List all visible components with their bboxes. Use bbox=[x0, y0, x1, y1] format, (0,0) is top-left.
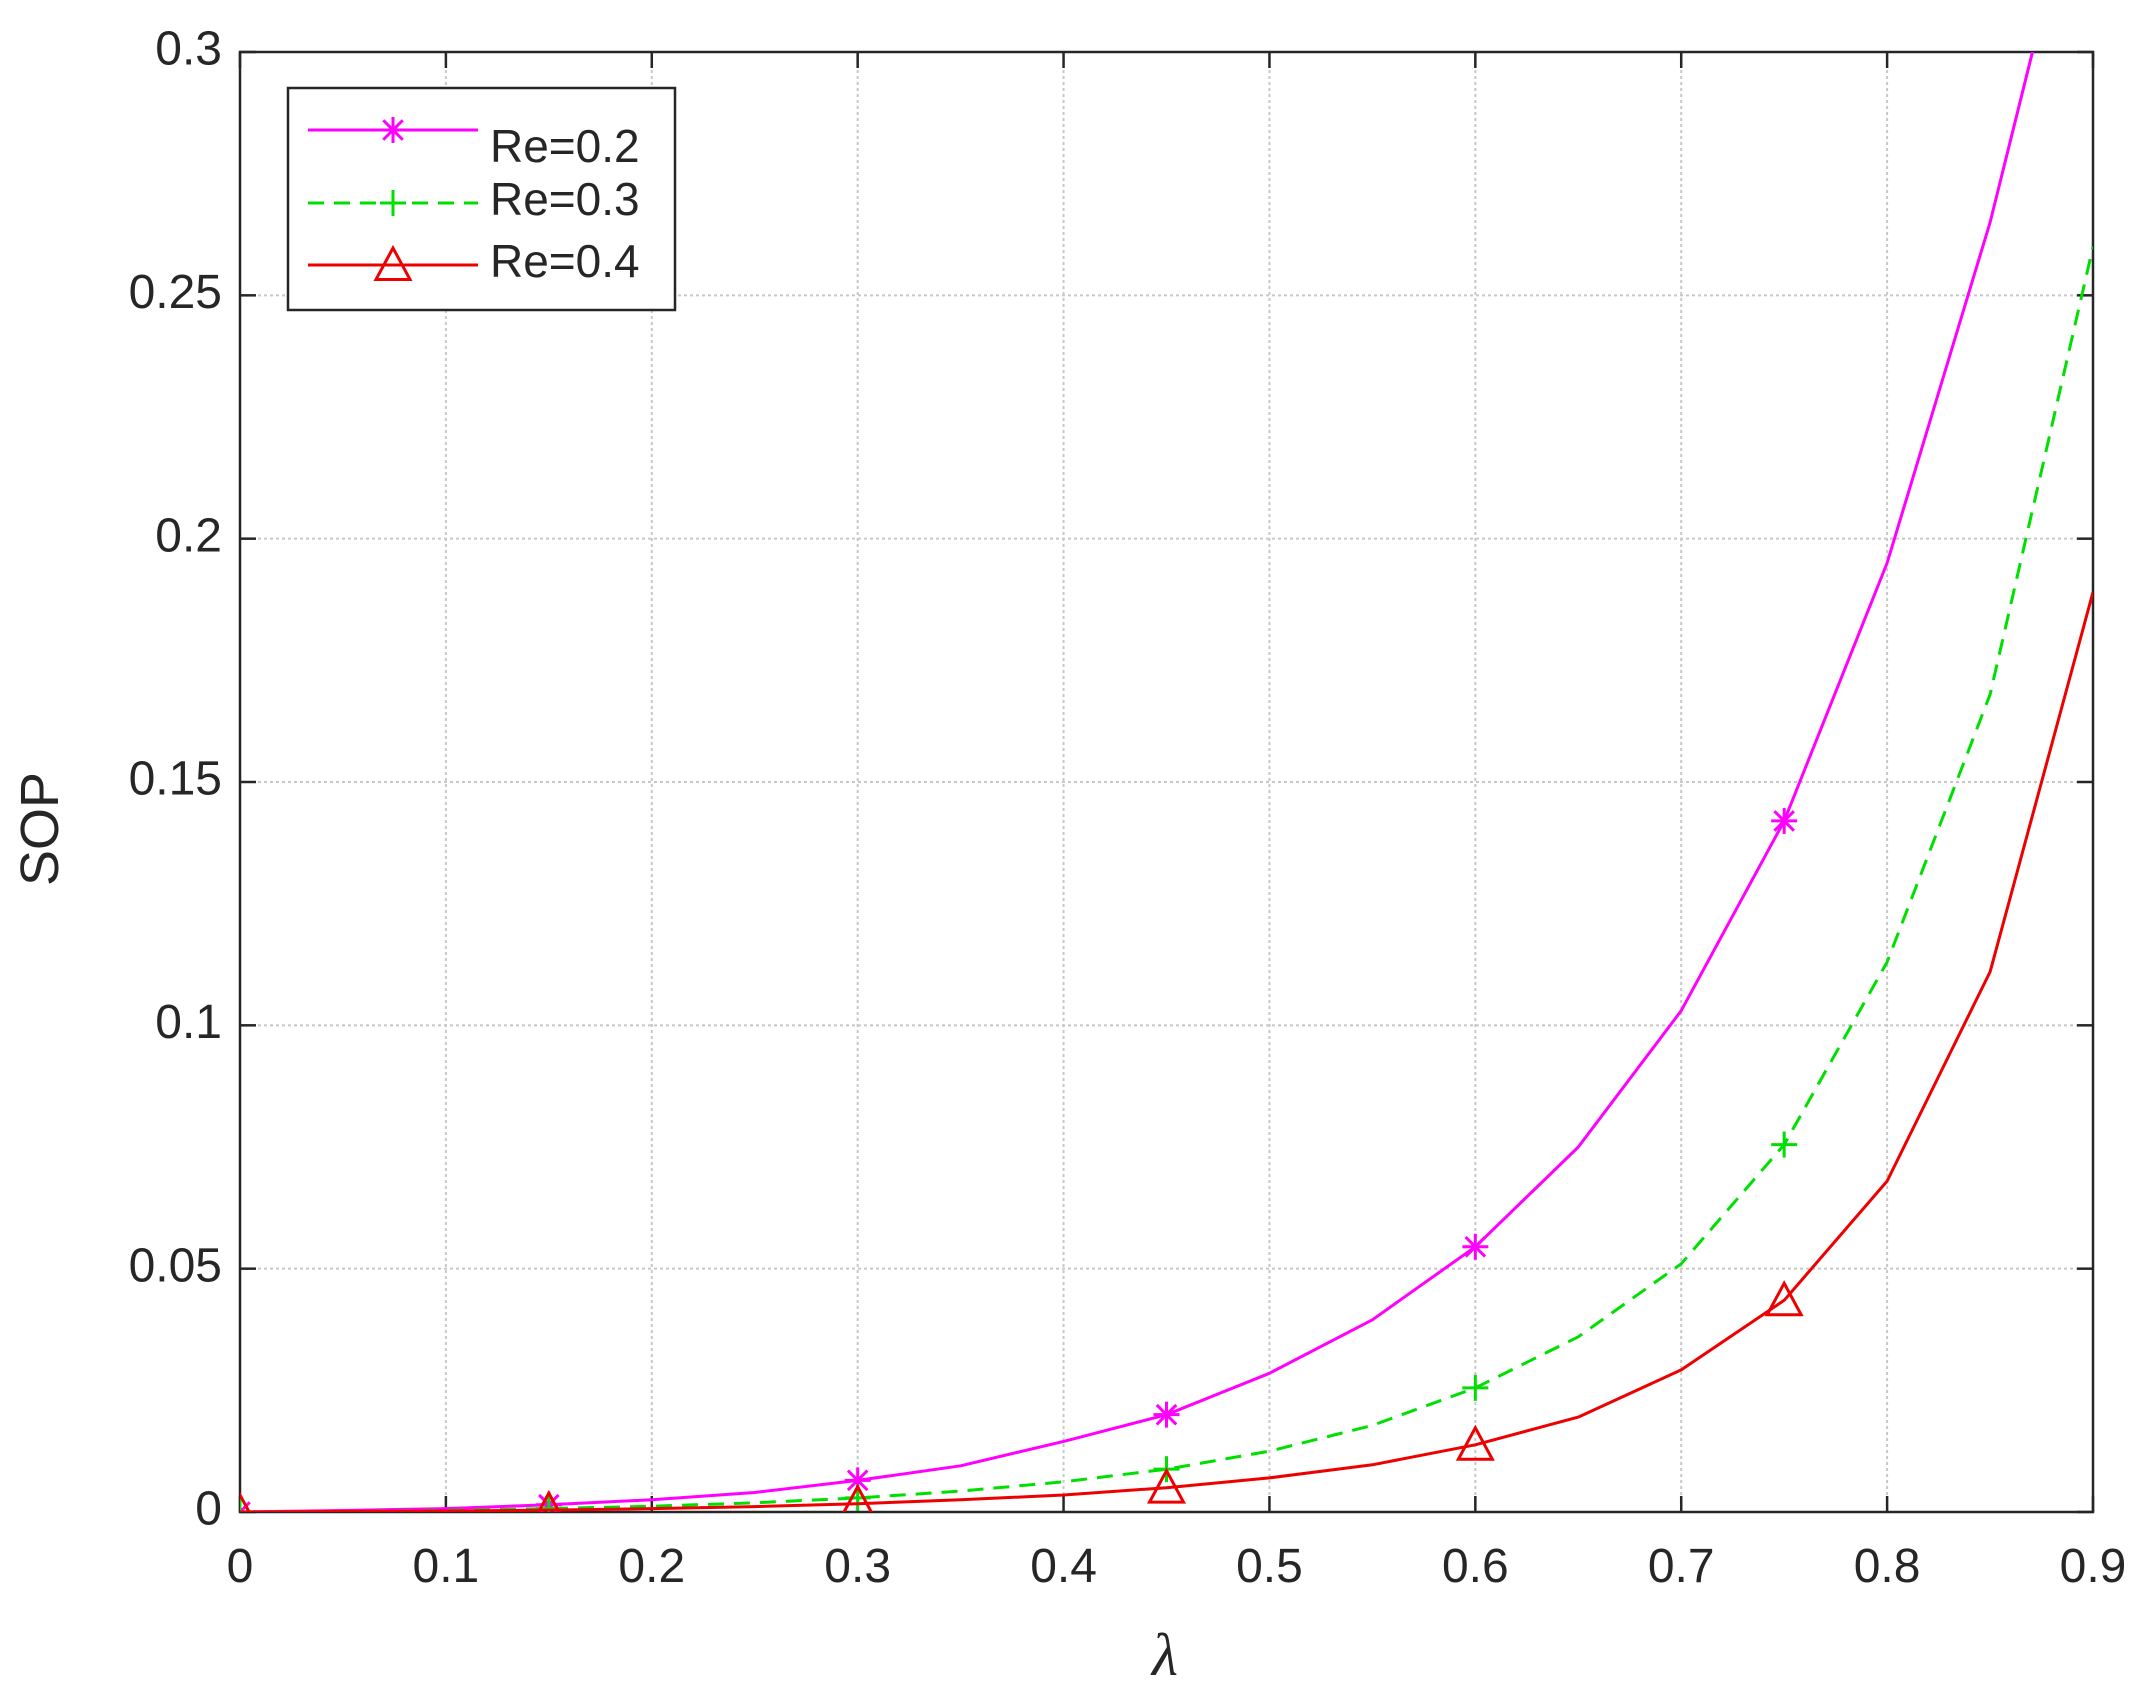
series-re-0-4-marker bbox=[1764, 1280, 1804, 1317]
y-tick-label: 0.15 bbox=[129, 753, 222, 806]
series-re-0-2-marker bbox=[1462, 1233, 1489, 1260]
x-tick-label: 0.7 bbox=[1648, 1540, 1715, 1593]
marker-stroke bbox=[1773, 810, 1795, 832]
series-re-0-3 bbox=[240, 246, 2093, 1512]
legend-entry-re-0-4: Re=0.4 bbox=[308, 235, 640, 287]
x-tick-label: 0 bbox=[227, 1540, 254, 1593]
legend-marker bbox=[380, 117, 406, 143]
series-re-0-3-marker bbox=[1771, 1131, 1798, 1158]
marker-outline bbox=[240, 1491, 251, 1512]
legend-sample-re-0-2 bbox=[308, 117, 478, 143]
x-tick-label: 0.3 bbox=[824, 1540, 891, 1593]
series-lines bbox=[240, 52, 2093, 1512]
x-tick-label: 0.9 bbox=[2060, 1540, 2127, 1593]
series-re-0-2-marker bbox=[1153, 1401, 1180, 1428]
legend-marker bbox=[380, 190, 406, 216]
marker-stroke bbox=[1155, 1403, 1178, 1426]
y-tick-label: 0.2 bbox=[155, 509, 222, 562]
y-tick-label: 0.3 bbox=[155, 23, 222, 76]
y-tick-label: 0 bbox=[195, 1483, 222, 1536]
legend-entry-re-0-3: Re=0.3 bbox=[308, 173, 640, 225]
marker-outline bbox=[373, 244, 413, 281]
series-re-0-4-line bbox=[240, 591, 2093, 1512]
series-re-0-4-marker bbox=[240, 1491, 251, 1512]
series-re-0-3-line bbox=[240, 246, 2093, 1512]
marker-outline bbox=[1764, 1280, 1804, 1317]
tick-labels: 0 0.1 0.2 0.3 0.4 0.5 0.6 0.7 0.8 0.9 0 0.05 0.1 0.15… bbox=[129, 23, 2127, 1593]
legend-entry-re-0-2: Re=0.2 bbox=[308, 117, 640, 172]
legend-sample-re-0-4 bbox=[308, 244, 478, 281]
legend-box bbox=[286, 86, 677, 312]
y-axis-label: SOP bbox=[10, 772, 70, 886]
series-re-0-3-marker bbox=[1462, 1374, 1489, 1401]
series-re-0-4-marker bbox=[842, 1483, 874, 1512]
y-tick-label: 0.05 bbox=[129, 1239, 222, 1292]
marker-stroke bbox=[382, 119, 404, 141]
legend-label-re-0-4: Re=0.4 bbox=[490, 235, 640, 287]
x-axis-label: λ bbox=[1150, 1622, 1178, 1688]
x-tick-label: 0.4 bbox=[1030, 1540, 1097, 1593]
series-re-0-4 bbox=[240, 591, 2093, 1512]
legend-label-re-0-3: Re=0.3 bbox=[490, 173, 640, 225]
marker-outline bbox=[1146, 1467, 1187, 1504]
y-tick-label: 0.1 bbox=[155, 996, 222, 1049]
marker-outline bbox=[1455, 1424, 1495, 1461]
series-re-0-2-marker bbox=[1771, 807, 1798, 834]
legend-sample-re-0-3 bbox=[308, 190, 478, 216]
marker-stroke bbox=[846, 1469, 869, 1492]
y-tick-label: 0.25 bbox=[129, 266, 222, 319]
legend: Re=0.2 Re=0.3 Re=0.4 bbox=[286, 86, 677, 312]
x-tick-label: 0.5 bbox=[1236, 1540, 1303, 1593]
marker-outline bbox=[536, 1489, 561, 1512]
plot-frame bbox=[238, 50, 2095, 1514]
series-re-0-2-marker bbox=[844, 1467, 871, 1494]
legend-label-re-0-2: Re=0.2 bbox=[490, 120, 640, 172]
x-tick-label: 0.6 bbox=[1442, 1540, 1509, 1593]
x-tick-label: 0.1 bbox=[413, 1540, 480, 1593]
series-re-0-4-marker bbox=[1146, 1467, 1187, 1504]
x-tick-label: 0.8 bbox=[1854, 1540, 1921, 1593]
marker-outline bbox=[842, 1483, 874, 1512]
series-re-0-4-marker bbox=[536, 1489, 561, 1512]
legend-marker bbox=[373, 244, 413, 281]
marker-stroke bbox=[1464, 1235, 1487, 1258]
x-tick-label: 0.2 bbox=[618, 1540, 685, 1593]
series-re-0-4-marker bbox=[1455, 1424, 1495, 1461]
